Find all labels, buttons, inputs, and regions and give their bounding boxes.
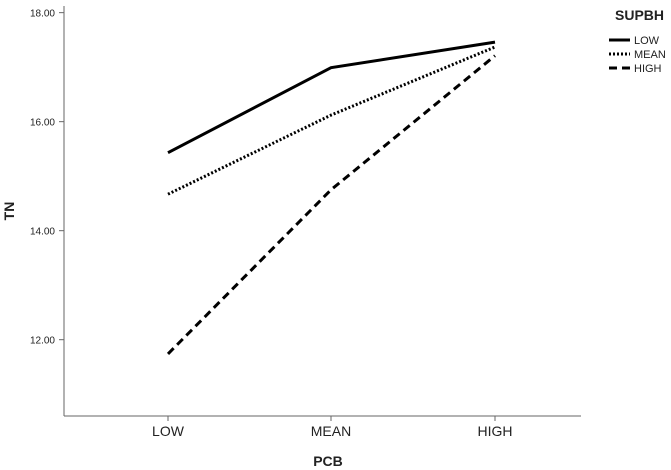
legend-items: LOW MEAN HIGH	[609, 35, 666, 75]
legend: SUPBH LOW MEAN HIGH	[609, 7, 666, 75]
y-tick-label: 12.00	[30, 336, 55, 347]
series-line-low	[167, 40, 496, 155]
y-tick-label: 18.00	[30, 9, 55, 20]
legend-label-low: LOW	[634, 35, 660, 47]
y-axis-title: TN	[1, 202, 17, 221]
y-tick-label: 14.00	[30, 227, 55, 238]
y-ticks: 12.00 14.00 16.00 18.00	[30, 9, 64, 347]
x-tick-label-mean: MEAN	[311, 423, 351, 439]
legend-label-mean: MEAN	[634, 49, 666, 61]
series-lines	[166, 40, 496, 355]
legend-label-high: HIGH	[634, 63, 662, 75]
x-tick-label-low: LOW	[152, 423, 185, 439]
series-line-mean	[167, 45, 496, 196]
x-ticks: LOW MEAN HIGH	[152, 416, 513, 439]
legend-title: SUPBH	[615, 7, 664, 23]
x-axis-title: PCB	[313, 453, 343, 469]
x-tick-label-high: HIGH	[478, 423, 513, 439]
y-tick-label: 16.00	[30, 118, 55, 129]
